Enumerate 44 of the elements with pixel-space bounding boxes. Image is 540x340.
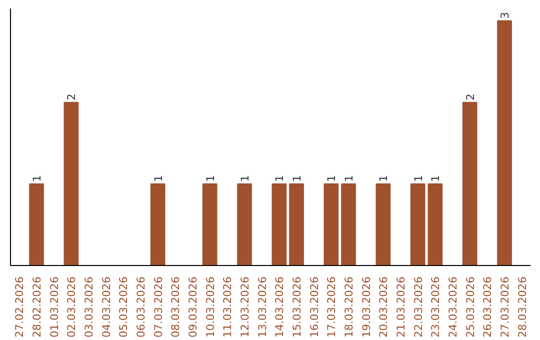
x-tick-label: 28.02.2026 xyxy=(30,276,44,338)
data-label: 1 xyxy=(238,175,252,182)
data-label: 1 xyxy=(342,175,356,182)
x-tick-label: 08.03.2026 xyxy=(169,276,182,338)
x-tick-label: 05.03.2026 xyxy=(117,276,130,338)
data-label: 1 xyxy=(204,175,217,182)
x-tick-label: 03.03.2026 xyxy=(82,276,96,338)
x-tick-label: 10.03.2026 xyxy=(204,276,217,338)
data-label: 1 xyxy=(273,175,286,182)
x-tick-label: 25.03.2026 xyxy=(464,276,477,338)
x-tick-label: 27.02.2026 xyxy=(13,276,26,338)
data-label: 1 xyxy=(325,175,338,182)
x-tick-label: 02.03.2026 xyxy=(65,276,78,338)
x-tick-label: 15.03.2026 xyxy=(290,276,304,338)
x-tick-label: 20.03.2026 xyxy=(377,276,390,338)
data-label: 2 xyxy=(464,94,477,100)
data-label: 1 xyxy=(412,175,425,182)
x-tick-label: 22.03.2026 xyxy=(412,276,425,338)
x-tick-label: 23.03.2026 xyxy=(429,276,442,338)
x-tick-label: 16.03.2026 xyxy=(308,276,321,338)
x-tick-label: 28.03.2026 xyxy=(516,276,529,338)
x-tick-label: 13.03.2026 xyxy=(256,276,269,338)
data-label: 1 xyxy=(290,175,304,182)
data-label: 1 xyxy=(152,175,165,182)
data-label: 3 xyxy=(498,12,512,19)
x-tick-label: 27.03.2026 xyxy=(498,276,512,338)
data-label: 1 xyxy=(377,175,390,182)
x-tick-label: 18.03.2026 xyxy=(342,276,356,338)
x-tick-label: 04.03.2026 xyxy=(100,276,113,338)
x-tick-label: 26.03.2026 xyxy=(481,276,494,338)
x-tick-label: 09.03.2026 xyxy=(186,276,200,338)
data-label: 2 xyxy=(65,94,78,100)
x-tick-label: 14.03.2026 xyxy=(273,276,286,338)
x-tick-label: 21.03.2026 xyxy=(394,276,408,338)
x-tick-label: 24.03.2026 xyxy=(446,276,460,338)
data-label: 1 xyxy=(429,175,442,182)
x-tick-label: 12.03.2026 xyxy=(238,276,252,338)
x-tick-label: 06.03.2026 xyxy=(134,276,148,338)
x-tick-label: 01.03.2026 xyxy=(48,276,61,338)
x-tick-label: 07.03.2026 xyxy=(152,276,165,338)
data-label: 1 xyxy=(30,175,44,182)
x-tick-label: 19.03.2026 xyxy=(360,276,373,338)
x-tick-label: 11.03.2026 xyxy=(221,276,234,338)
x-tick-label: 17.03.2026 xyxy=(325,276,338,338)
